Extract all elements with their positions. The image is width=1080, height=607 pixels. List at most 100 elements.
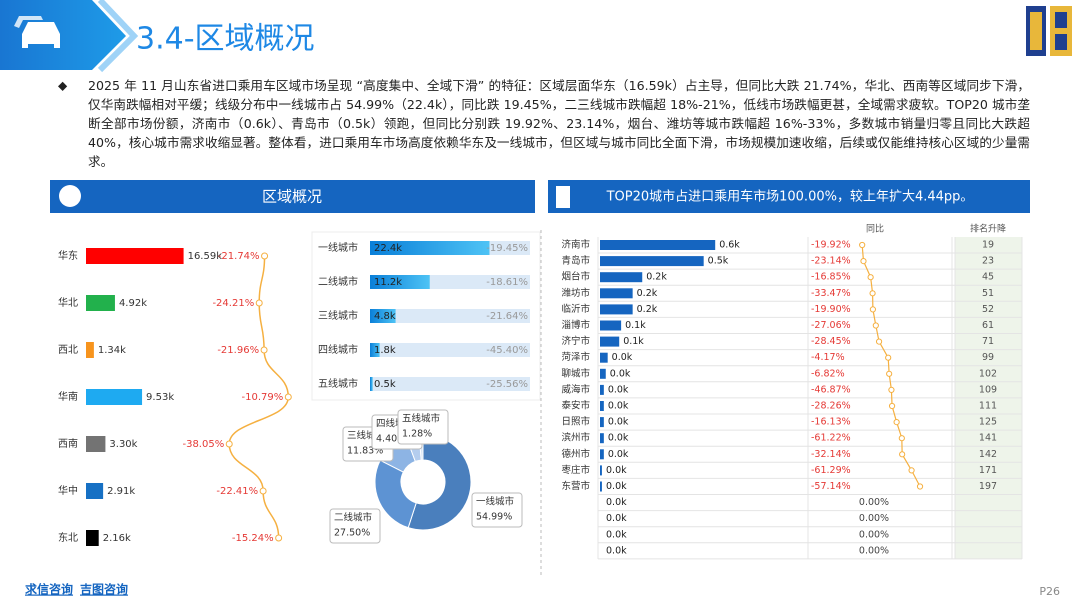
yoy-label: -21.96% [217, 345, 259, 356]
category-label: 济南市 [561, 239, 590, 251]
category-label: 青岛市 [561, 255, 590, 267]
value-label: 0.0k [606, 513, 627, 524]
category-label: 菏泽市 [561, 351, 590, 363]
value-label: 0.0k [608, 401, 629, 412]
rank-label: 23 [982, 256, 994, 267]
value-label: 16.59k [188, 251, 223, 262]
summary: 2025 年 11 月山东省进口乘用车区域市场呈现 “高度集中、全域下滑” 的特… [88, 78, 1030, 169]
category-label: 五线城市 [318, 377, 358, 390]
rank-label: 141 [979, 433, 997, 444]
rank-label: 142 [979, 449, 997, 460]
yoy-label: -6.82% [811, 368, 845, 379]
yoy-label: -33.47% [811, 288, 851, 299]
category-label: 四线城市 [318, 343, 358, 356]
yoy-point [284, 393, 292, 401]
bar [600, 417, 604, 428]
rank-point [859, 241, 866, 249]
panel-title: 区域概况 [262, 188, 322, 206]
value-label: 0.2k [637, 288, 658, 299]
value-label: 0.0k [606, 465, 627, 476]
value-label: 0.2k [637, 304, 658, 315]
value-label: 3.30k [109, 439, 137, 450]
value-label: 0.0k [612, 352, 633, 363]
page-title: 3.4-区域概况 [136, 22, 315, 57]
slice-value: 4.40% [376, 434, 406, 445]
bar [370, 309, 396, 323]
category-label: 济宁市 [561, 335, 590, 347]
category-label: 华中 [58, 484, 78, 497]
value-label: 0.1k [623, 336, 644, 347]
bar [86, 248, 184, 264]
bar [86, 436, 106, 452]
rank-label: 71 [982, 336, 994, 347]
bar [600, 401, 604, 411]
slice-label: 五线城市 [402, 413, 441, 425]
category-label: 一线城市 [318, 241, 358, 254]
panel-title: TOP20城市占进口乘用车市场100.00%，较上年扩大4.44pp。 [606, 189, 974, 205]
category-label: 华东 [58, 249, 78, 262]
bar [600, 288, 633, 299]
rank-point [893, 419, 900, 426]
bar [600, 433, 604, 444]
yoy-label: -19.92% [811, 240, 851, 251]
bar [600, 240, 716, 250]
rank-point [875, 338, 883, 345]
rank-point [899, 451, 906, 458]
label-box [397, 409, 449, 445]
value-label: 0.0k [606, 529, 627, 540]
yoy-label: -16.13% [811, 417, 851, 428]
category-label: 西北 [58, 344, 78, 356]
pie-slice [407, 433, 472, 531]
bar [370, 241, 490, 255]
rank-point [860, 258, 867, 265]
rank-point [888, 386, 895, 393]
bar [600, 352, 608, 363]
yoy-point [225, 440, 233, 448]
yoy-label: 0.00% [859, 497, 889, 508]
value-label: 0.0k [608, 449, 629, 460]
yoy-label: 0.00% [859, 545, 889, 556]
rank-label: 52 [982, 304, 994, 315]
bar [600, 368, 606, 379]
category-label: 华南 [58, 390, 78, 403]
rank-point [869, 306, 877, 313]
category-label: 威海市 [561, 383, 590, 395]
value-label: 0.0k [610, 368, 631, 379]
value-label: 0.6k [719, 240, 740, 251]
yoy-label: 0.00% [859, 529, 889, 540]
bar [370, 377, 373, 391]
value-label: 1.34k [98, 345, 126, 356]
yoy-label: -38.05% [182, 439, 224, 450]
footer-link[interactable]: 吉图咨询 [80, 582, 128, 597]
yoy-point [255, 299, 263, 307]
category-label: 二线城市 [318, 275, 358, 288]
bar-track [370, 377, 530, 391]
rank-point [916, 483, 924, 490]
bar [86, 483, 104, 499]
yoy-label: -57.14% [811, 481, 851, 492]
category-label: 泰安市 [561, 400, 590, 412]
category-label: 烟台市 [561, 271, 590, 283]
rank-label: 109 [979, 384, 997, 395]
bar [86, 342, 94, 358]
panel-header [548, 180, 1030, 213]
bar [600, 465, 602, 476]
value-label: 0.0k [608, 384, 629, 395]
yoy-label: -46.87% [811, 384, 851, 395]
value-label: 11.2k [374, 277, 402, 288]
yoy-label: -18.61% [486, 277, 528, 288]
slice-value: 27.50% [334, 528, 370, 539]
value-label: 9.53k [146, 392, 174, 403]
footer-link[interactable]: 求信咨询 [25, 582, 73, 597]
bar [600, 336, 620, 347]
yoy-label: 0.00% [859, 513, 889, 524]
value-label: 0.0k [606, 545, 627, 556]
value-label: 1.8k [374, 345, 396, 356]
yoy-label: -23.14% [811, 256, 851, 267]
value-label: 2.16k [103, 533, 131, 544]
bar [370, 343, 380, 357]
tier-frame [311, 231, 541, 401]
yoy-label: -28.45% [811, 336, 851, 347]
bar [600, 384, 604, 395]
